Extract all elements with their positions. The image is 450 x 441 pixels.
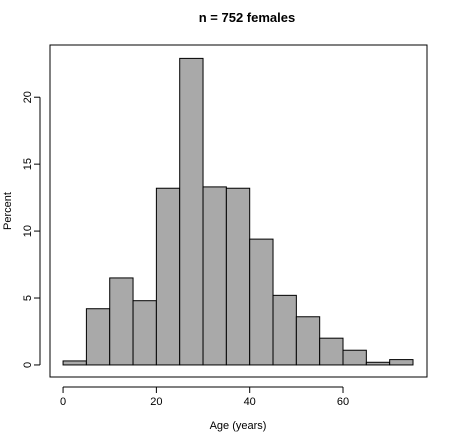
bars-group	[62, 57, 414, 366]
y-tick-label: 10	[22, 225, 34, 237]
histogram-bar	[272, 294, 297, 366]
histogram-bar	[132, 300, 157, 366]
y-axis-label: Percent	[2, 192, 14, 230]
histogram-bar	[319, 337, 344, 366]
histogram-bar	[225, 187, 251, 366]
y-tick-label: 20	[22, 91, 34, 103]
x-axis: 0 20 40 60	[60, 386, 349, 408]
histogram-bar	[109, 277, 134, 366]
y-tick-label: 0	[22, 362, 34, 368]
y-axis: 0 5 10 15 20	[22, 91, 41, 368]
x-tick-label: 0	[60, 396, 66, 408]
histogram-bar	[365, 361, 391, 366]
x-tick-label: 60	[337, 396, 349, 408]
chart-title: n = 752 females	[199, 10, 295, 25]
histogram-bar	[62, 360, 87, 366]
histogram-bar	[249, 238, 274, 366]
histogram-bar	[295, 316, 321, 366]
histogram-bar	[389, 359, 414, 366]
y-tick-label: 5	[22, 295, 34, 301]
x-tick-label: 40	[244, 396, 256, 408]
histogram-bar	[85, 308, 111, 366]
histogram-bar	[202, 186, 227, 366]
y-tick-label: 15	[22, 158, 34, 170]
plot-frame	[49, 44, 428, 378]
x-axis-label: Age (years)	[210, 420, 267, 432]
histogram-bar	[342, 349, 367, 366]
histogram-bar	[155, 187, 181, 366]
x-tick-label: 20	[150, 396, 162, 408]
histogram-bar	[179, 57, 204, 366]
